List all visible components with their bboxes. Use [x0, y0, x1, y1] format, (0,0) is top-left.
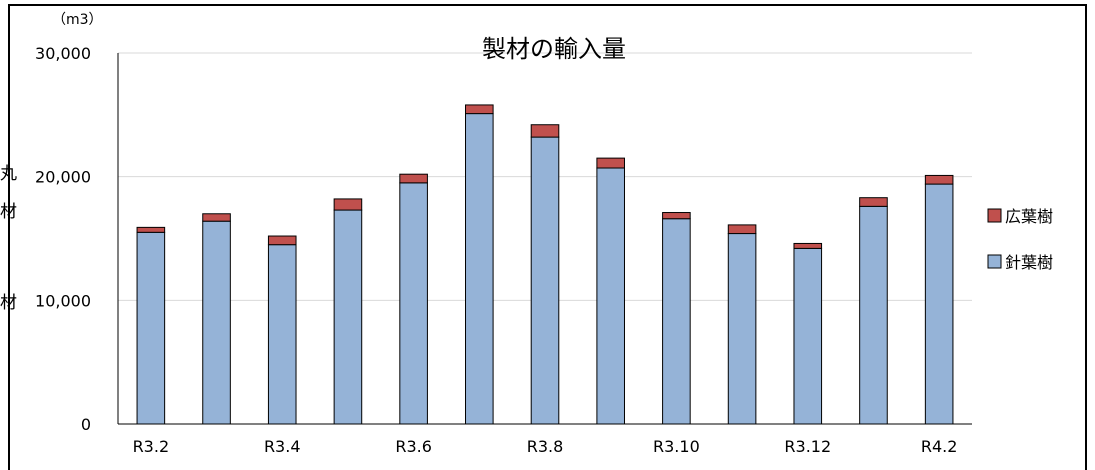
x-tick-label: R3.6: [395, 437, 432, 456]
bar-segment-broadleaf: [596, 157, 625, 169]
legend-swatch: [987, 208, 1002, 223]
x-tick-label: R4.2: [921, 437, 958, 456]
chart-title: 製材の輸入量: [482, 35, 626, 63]
bar-segment-conifer: [465, 113, 494, 425]
bar-segment-broadleaf: [267, 235, 297, 246]
bar-segment-conifer: [596, 167, 625, 425]
x-tick-label: R3.12: [784, 437, 831, 456]
legend-label: 針葉樹: [1005, 253, 1053, 272]
bar-segment-broadleaf: [924, 174, 954, 185]
bar-segment-broadleaf: [530, 124, 560, 138]
bar-segment-broadleaf: [333, 198, 363, 211]
axes: 0 10,000 20,000 30,000 R3.2 R3.4 R3.6 R3.8 R3.10…: [35, 44, 972, 456]
bar-segment-conifer: [727, 233, 757, 425]
x-tick-label: R3.2: [133, 437, 170, 456]
bar-segment-broadleaf: [399, 173, 428, 184]
bar-segment-conifer: [136, 231, 166, 425]
bar-segment-conifer: [399, 182, 428, 425]
bar-segment-broadleaf: [727, 224, 757, 235]
bar-segment-broadleaf: [202, 213, 231, 222]
bar-segment-conifer: [267, 244, 297, 425]
clipped-edge-text-2: 材: [0, 202, 17, 222]
x-tick-label: R3.4: [264, 437, 301, 456]
y-tick-label: 10,000: [35, 291, 91, 310]
legend-label: 広葉樹: [1005, 207, 1053, 226]
bar-segment-conifer: [662, 218, 691, 425]
bar-segment-conifer: [333, 209, 363, 425]
bar-group: [136, 104, 954, 425]
y-tick-label: 30,000: [35, 44, 91, 63]
clipped-edge-text-3: 材: [0, 293, 17, 313]
bar-segment-broadleaf: [859, 197, 888, 207]
x-tick-label: R3.10: [653, 437, 700, 456]
y-tick-label: 20,000: [35, 168, 91, 187]
bar-segment-broadleaf: [465, 104, 494, 115]
chart-frame: [8, 4, 1087, 470]
bar-segment-conifer: [924, 183, 954, 425]
clipped-edge-text-1: 丸: [0, 164, 17, 184]
legend-swatch: [987, 254, 1002, 269]
y-tick-label: 0: [81, 415, 91, 434]
bar-segment-broadleaf: [793, 242, 823, 249]
bar-segment-conifer: [859, 205, 888, 425]
y-unit-label: （m3）: [52, 12, 103, 28]
bar-segment-conifer: [530, 136, 560, 425]
bar-segment-broadleaf: [136, 226, 166, 233]
x-tick-label: R3.8: [527, 437, 564, 456]
bar-segment-conifer: [793, 247, 823, 425]
bar-segment-conifer: [202, 220, 231, 425]
bar-segment-broadleaf: [662, 212, 691, 220]
